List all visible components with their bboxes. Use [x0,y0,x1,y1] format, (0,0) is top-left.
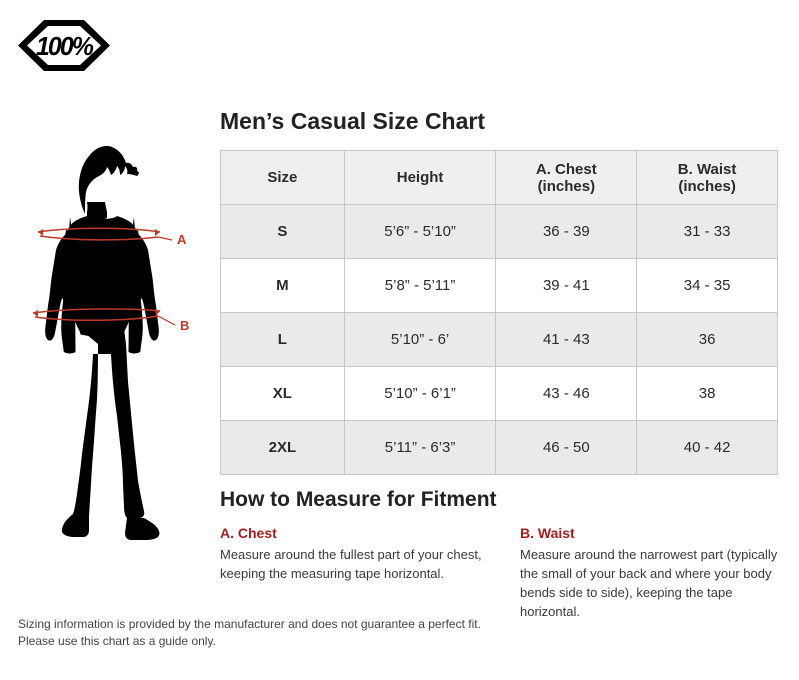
svg-text:A: A [177,232,187,247]
svg-text:B: B [180,318,189,333]
